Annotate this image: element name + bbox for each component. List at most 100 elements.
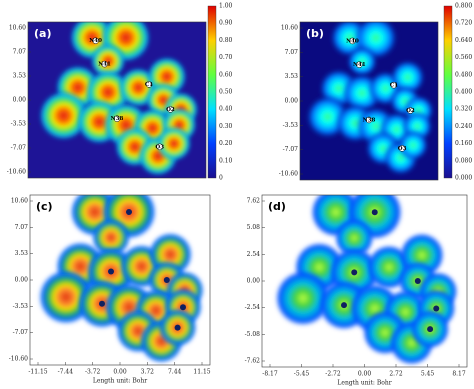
atom-label: N38	[111, 116, 124, 122]
atom-label: N41	[98, 62, 111, 68]
nucleus	[351, 269, 358, 276]
density-map	[38, 22, 199, 177]
density-blob	[346, 46, 378, 77]
y-tick-label: 3.53	[285, 73, 299, 80]
y-tick-label: 3.53	[15, 250, 29, 257]
atom-marker	[101, 60, 108, 68]
y-tick-label: -5.08	[245, 331, 261, 338]
x-tick-label: 2.72	[389, 371, 403, 378]
x-tick-label: 3.72	[141, 369, 155, 376]
density-blob	[38, 90, 89, 141]
atom-label: N40	[346, 38, 359, 44]
x-tick-label: -8.17	[262, 371, 278, 378]
atom-label: O3	[155, 144, 164, 150]
colorbar-label: 1.00	[219, 3, 233, 10]
colorbar-label: 0.480	[455, 71, 472, 78]
colorbar-label: 0.30	[219, 123, 233, 130]
panel: (d) 7.62 5.08 2.54 0.00 -2.54 -5.08 -7.62-8.17 -…	[245, 194, 468, 387]
nucleus	[433, 305, 440, 312]
colorbar-label: 0.40	[219, 106, 233, 113]
colorbar-label: 0.240	[455, 123, 472, 130]
colorbar-label: 0.80	[219, 37, 233, 44]
nucleus	[180, 304, 186, 311]
y-tick-label: -7.07	[13, 329, 29, 336]
y-tick-label: -7.62	[245, 358, 261, 365]
nucleus	[371, 209, 378, 216]
y-tick-label: 0.00	[13, 97, 27, 104]
x-tick-label: -2.72	[325, 371, 341, 378]
atom-marker	[156, 143, 163, 151]
nucleus	[163, 277, 170, 283]
y-tick-label: 10.60	[11, 198, 28, 205]
y-tick-label: 10.60	[281, 25, 298, 32]
x-tick-label: 8.17	[452, 371, 466, 378]
panel-label: (b)	[306, 27, 324, 40]
x-axis-label: Length unit: Bohr	[93, 378, 147, 385]
x-axis-label: Length unit: Bohr	[337, 380, 391, 387]
colorbar-label: 0.720	[455, 20, 472, 27]
y-tick-label: 5.08	[247, 224, 261, 231]
atom-marker	[398, 145, 406, 152]
y-tick-label: -3.53	[11, 121, 27, 128]
y-tick-label: 7.07	[15, 224, 29, 231]
x-tick-label: 11.15	[193, 369, 210, 376]
panel-label: (d)	[268, 200, 286, 213]
atom-label: O3	[398, 146, 407, 152]
y-tick-label: 7.07	[13, 49, 27, 56]
atom-marker	[407, 107, 414, 114]
colorbar-label: 0.70	[219, 54, 233, 61]
y-tick-label: 2.54	[247, 251, 261, 258]
y-tick-label: 3.53	[13, 73, 27, 80]
x-tick-label: 0.00	[113, 369, 127, 376]
colorbar-label: 0.320	[455, 106, 472, 113]
atom-label: O2	[406, 108, 415, 114]
atom-label: N40	[89, 38, 102, 44]
y-tick-label: 7.07	[285, 49, 299, 56]
panel: (b) 10.60 7.07 3.53 0.00 -3.53 -7.07 -10.60 0.80…	[279, 3, 473, 182]
panel-label: (a)	[34, 27, 51, 40]
density-blob	[389, 59, 426, 95]
y-tick-label: -10.60	[7, 169, 26, 176]
x-tick-label: 7.44	[168, 369, 182, 376]
x-tick-label: -5.45	[294, 371, 310, 378]
atom-label: N41	[353, 62, 366, 68]
y-tick-label: 0.00	[247, 278, 261, 285]
y-tick-label: 0.00	[285, 98, 299, 105]
x-tick-label: 5.45	[421, 371, 435, 378]
colorbar-label: 0.800	[455, 3, 472, 10]
nucleus	[126, 209, 132, 215]
colorbar	[207, 5, 217, 179]
atom-label: C1	[145, 82, 153, 88]
colorbar-label: 0.560	[455, 54, 472, 61]
y-tick-label: 0.00	[15, 277, 29, 284]
y-tick-label: -3.53	[283, 122, 299, 129]
density-blob	[275, 270, 331, 326]
y-tick-label: 7.62	[247, 198, 261, 205]
colorbar-label: 0	[219, 175, 223, 182]
y-tick-label: -10.60	[9, 356, 28, 363]
atom-marker	[145, 81, 153, 88]
atom-label: N38	[363, 117, 376, 123]
colorbar-label: 0.60	[219, 71, 233, 78]
atom-marker	[365, 116, 373, 124]
density-blob	[90, 43, 126, 79]
nucleus	[108, 268, 114, 275]
nucleus	[341, 302, 347, 309]
colorbar	[443, 5, 453, 179]
density-map	[275, 195, 458, 365]
y-tick-label: -10.60	[279, 171, 298, 178]
y-tick-label: -7.07	[11, 145, 27, 152]
density-map	[38, 195, 204, 363]
nucleus	[99, 300, 105, 307]
x-tick-label: -11.15	[28, 369, 47, 376]
atom-marker	[167, 106, 174, 113]
y-tick-label: -3.53	[13, 303, 29, 310]
colorbar-label: 0.20	[219, 140, 233, 147]
panel: (a) 10.60 7.07 3.53 0.00 -3.53 -7.07 -10.60 1.00…	[7, 3, 233, 182]
colorbar-label: 0.90	[219, 20, 233, 27]
y-tick-label: 10.60	[9, 25, 26, 32]
density-blob	[156, 126, 192, 162]
panel-label: (c)	[36, 200, 53, 213]
